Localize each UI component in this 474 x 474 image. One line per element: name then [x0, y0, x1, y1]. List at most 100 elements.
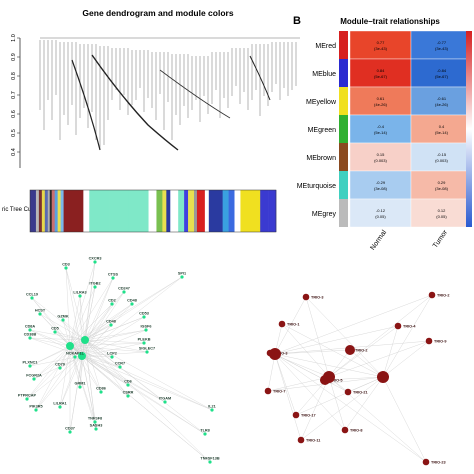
network-edge [69, 345, 97, 430]
network-node-label: CTSS [108, 273, 119, 277]
network-node [25, 397, 29, 401]
network-edge [84, 339, 206, 435]
network-edge [59, 345, 71, 369]
network-node [122, 290, 126, 294]
cell-pvalue: (4e-26) [435, 102, 449, 107]
network-hub-node [269, 348, 281, 360]
cell-pvalue: (0.05) [436, 214, 447, 219]
dendrogram-y-axis: 1.0 0.9 0.8 0.7 0.6 0.5 0.4 [11, 34, 21, 168]
network-edge [33, 345, 71, 380]
network-node-label: TRIO-1 [287, 323, 299, 327]
cell-pvalue: (3e-43) [374, 46, 388, 51]
color-bar-segment [228, 190, 235, 232]
network-edge [84, 277, 114, 341]
network-node-label: IL21 [208, 405, 216, 409]
network-edge [81, 355, 97, 430]
heatmap-cell [349, 114, 412, 144]
network-node [278, 320, 286, 328]
network-node-label: TRIO-4 [403, 325, 416, 329]
network-node-label: LILRA3 [73, 291, 86, 295]
legend-gradient-bar [466, 31, 472, 227]
network-node-label: GZMK [57, 315, 68, 319]
color-bar-label: ric Tree Cut [2, 207, 33, 213]
color-bar-segment [166, 190, 171, 232]
network-node [58, 366, 62, 370]
network-edge [84, 303, 133, 341]
heatmap-title: Module–trait relationships [340, 17, 440, 26]
network-node-label: CD53 [139, 312, 149, 316]
color-bar-segment [178, 190, 185, 232]
y-tick-label: 0.7 [11, 91, 17, 99]
network-node [28, 328, 32, 332]
y-tick-label: 0.5 [11, 129, 17, 137]
network-node-label: CD48 [106, 320, 116, 324]
network-edge [69, 295, 81, 347]
network-node [38, 312, 42, 316]
network-edge [81, 329, 147, 357]
panel-b: B Module–trait relationships MEred0.77(3… [293, 15, 473, 252]
color-bar-segment [109, 190, 130, 232]
module-color-bar [30, 190, 277, 232]
cell-correlation: -0.15 [437, 152, 447, 157]
color-bar-segment [156, 190, 163, 232]
color-bar-segment [41, 190, 46, 232]
network-node-label: SASH3 [90, 424, 103, 428]
color-bar-segment [83, 190, 90, 232]
network-edge [69, 345, 206, 435]
network-edge [81, 355, 213, 411]
heatmap-cell [410, 58, 473, 88]
network-edge [29, 337, 71, 347]
network-node [428, 291, 436, 299]
color-bar-segment [35, 190, 40, 232]
network-node-label: TRIO-5 [330, 379, 342, 383]
color-bar-segment [73, 190, 84, 232]
network-edge [81, 355, 102, 393]
network-edge [69, 345, 148, 353]
network-node [142, 341, 146, 345]
network-edge [59, 355, 83, 408]
network-node [302, 293, 310, 301]
network-edge [69, 261, 96, 347]
network-edge [382, 294, 433, 378]
color-bar-segment [63, 190, 74, 232]
network-node [126, 383, 130, 387]
network-node-label: CD8A [25, 325, 36, 329]
network-node [93, 285, 97, 289]
network-edge [324, 376, 384, 381]
network-node [94, 427, 98, 431]
network-node [297, 436, 305, 444]
network-node [145, 350, 149, 354]
cell-correlation: -0.4 [377, 124, 385, 129]
network-edge [54, 331, 86, 341]
network-edge [84, 324, 112, 341]
network-node-label: CCR7 [115, 362, 125, 366]
network-edge [328, 340, 430, 378]
color-bar-segment [54, 190, 58, 232]
heatmap-cell [349, 30, 412, 60]
network-node-label: TRIO-9 [434, 340, 446, 344]
heatmap-cell [410, 114, 473, 144]
network-node-label: TRIO-3 [275, 352, 287, 356]
network-node-label: PIK3R5 [29, 405, 42, 409]
network-edge [269, 352, 384, 378]
network-edge [29, 339, 86, 367]
network-edge [69, 342, 145, 347]
y-tick-label: 0.8 [11, 72, 17, 80]
network-edge [281, 323, 384, 378]
network-edge [35, 345, 71, 411]
heatmap-cell [349, 198, 412, 228]
network-node-label: TNFSF8 [88, 417, 102, 421]
network-node-label: TRIO-21 [353, 391, 368, 395]
network-node [118, 365, 122, 369]
network-node [341, 426, 349, 434]
y-tick-label: 0.4 [11, 148, 17, 156]
y-tick-labels: 1.0 0.9 0.8 0.7 0.6 0.5 0.4 [11, 34, 20, 156]
network-node [68, 430, 72, 434]
heatmap-color-legend [466, 31, 472, 227]
heatmap-cell [410, 198, 473, 228]
network-edge [84, 339, 213, 411]
network-node [264, 387, 272, 395]
network-hub-node [66, 342, 74, 350]
cell-correlation: 0.61 [377, 96, 386, 101]
network-node [130, 302, 134, 306]
